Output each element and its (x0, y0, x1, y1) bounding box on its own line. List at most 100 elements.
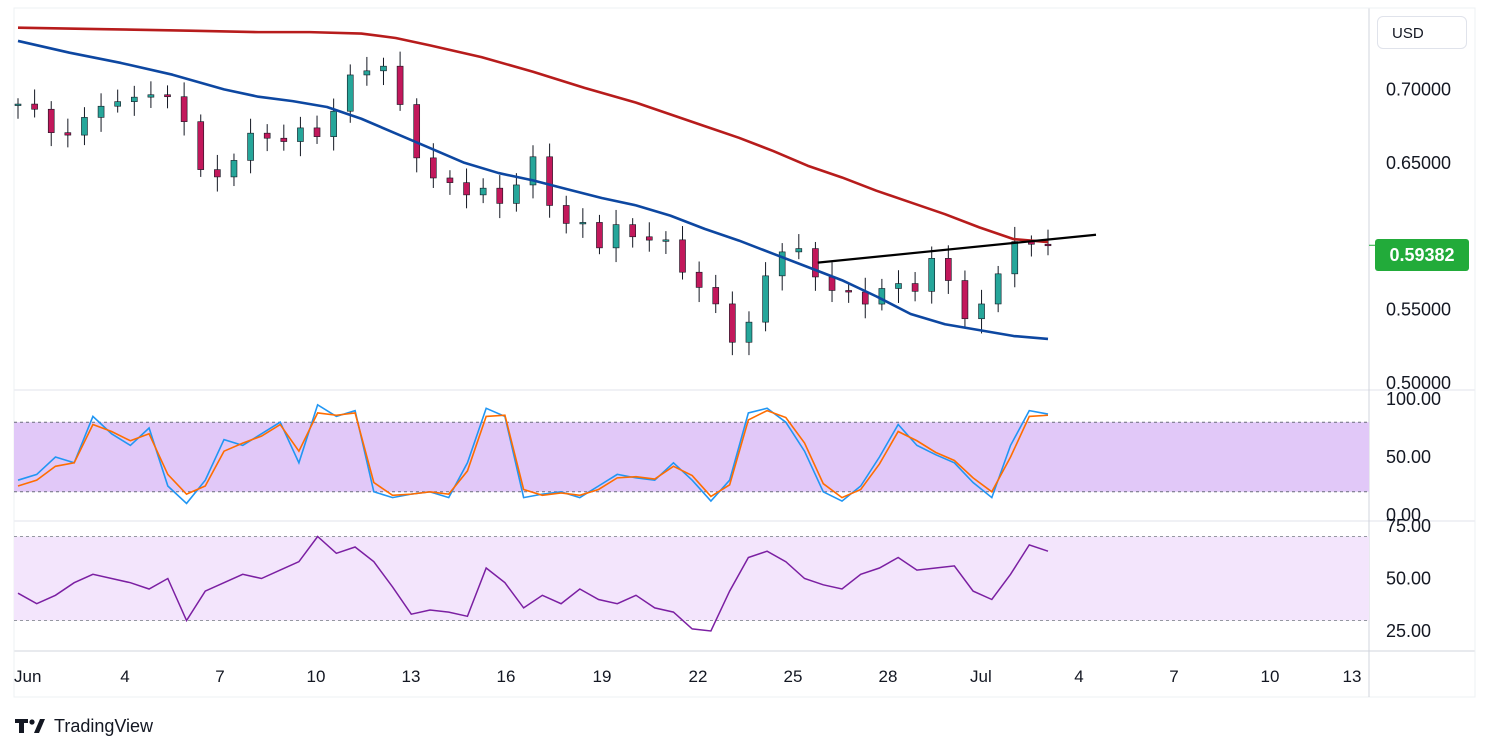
candle (994, 265, 1002, 313)
candle-body (496, 187, 504, 204)
candle (662, 231, 670, 254)
candle (878, 278, 886, 311)
ema-fast-line (17, 39, 1049, 341)
candle (114, 89, 121, 113)
stochastic-panel[interactable] (14, 403, 1369, 505)
candle (795, 234, 803, 260)
candle (396, 51, 404, 111)
stochastic-d-line (17, 409, 1049, 499)
stochastic-band (14, 422, 1369, 492)
candle (895, 270, 902, 303)
candle-body (130, 96, 138, 102)
candle (313, 115, 321, 144)
candle (961, 270, 969, 327)
candle-body (380, 65, 387, 72)
candle-body (679, 239, 686, 273)
time-tick-label: 10 (307, 667, 326, 686)
candle (712, 274, 720, 314)
candle (679, 226, 686, 280)
time-tick-label: 10 (1261, 667, 1280, 686)
candle-body (346, 74, 354, 112)
candle-body (47, 108, 55, 133)
time-tick-label: Jul (970, 667, 992, 686)
candle (64, 118, 72, 148)
candle (330, 98, 337, 151)
candle (812, 241, 819, 291)
candle-body (911, 283, 919, 292)
candle (562, 195, 570, 234)
rsi-panel[interactable] (14, 535, 1369, 632)
candle (363, 56, 371, 86)
candle-body (430, 157, 437, 179)
candle (695, 261, 703, 303)
candle-body (612, 224, 620, 249)
branding[interactable]: TradingView (14, 714, 153, 738)
candle-body (446, 177, 454, 183)
candle (413, 98, 421, 173)
candle-body (945, 258, 952, 281)
rsi-band (14, 536, 1369, 621)
candle (645, 222, 653, 252)
price-tick-label: 0.50000 (1386, 373, 1451, 393)
candle (496, 175, 504, 219)
candle (263, 124, 271, 152)
candle-body (513, 184, 520, 204)
candle-body (712, 287, 720, 305)
candle (928, 246, 936, 304)
candle-body (280, 137, 288, 142)
candle (180, 82, 188, 136)
rsi-tick-label: 25.00 (1386, 621, 1431, 641)
candle-body (662, 239, 670, 242)
candle-body (313, 127, 321, 137)
time-tick-label: 7 (1169, 667, 1178, 686)
candle-body (147, 94, 155, 98)
currency-label[interactable]: USD (1377, 16, 1467, 49)
tradingview-logo-icon (15, 719, 45, 733)
candle-body (795, 248, 803, 253)
candle-body (363, 70, 371, 76)
candle-body (928, 258, 936, 292)
time-tick-label: 16 (497, 667, 516, 686)
time-tick-label: 4 (120, 667, 129, 686)
candle-body (645, 236, 653, 241)
rsi-tick-label: 75.00 (1386, 516, 1431, 536)
candle-body (180, 96, 188, 122)
candle-body (596, 222, 603, 249)
candle-body (114, 101, 121, 107)
candle-body (729, 303, 736, 343)
time-tick-label: 19 (593, 667, 612, 686)
candle-body (214, 169, 221, 178)
candle (463, 168, 470, 209)
candle-body (479, 187, 487, 196)
candle (147, 81, 155, 108)
candle (130, 85, 138, 116)
stochastic-k-line (17, 403, 1049, 505)
candle (81, 107, 88, 146)
candle (828, 262, 836, 303)
time-tick-label: 28 (879, 667, 898, 686)
price-panel[interactable] (14, 26, 1375, 356)
time-tick-label: Jun (14, 667, 41, 686)
time-tick-label: 25 (784, 667, 803, 686)
candle (745, 311, 753, 356)
stochastic-tick-label: 0.00 (1386, 505, 1421, 525)
brand-name: TradingView (54, 715, 154, 736)
candle-body (778, 251, 786, 277)
candle-body (14, 103, 22, 106)
candle-body (263, 132, 271, 139)
price-tick-label: 0.70000 (1386, 79, 1451, 99)
time-tick-label: 7 (215, 667, 224, 686)
candle-body (695, 271, 703, 288)
chart-frame (13, 7, 1476, 698)
candle-body (546, 156, 553, 206)
candle (729, 291, 736, 356)
candle (31, 89, 38, 118)
candle (380, 57, 387, 86)
candle-body (745, 321, 753, 343)
last-price-tag: 0.59382 (1375, 239, 1469, 271)
time-tick-label: 13 (402, 667, 421, 686)
candle (197, 114, 205, 177)
candle-body (197, 121, 205, 170)
candle (546, 143, 553, 218)
